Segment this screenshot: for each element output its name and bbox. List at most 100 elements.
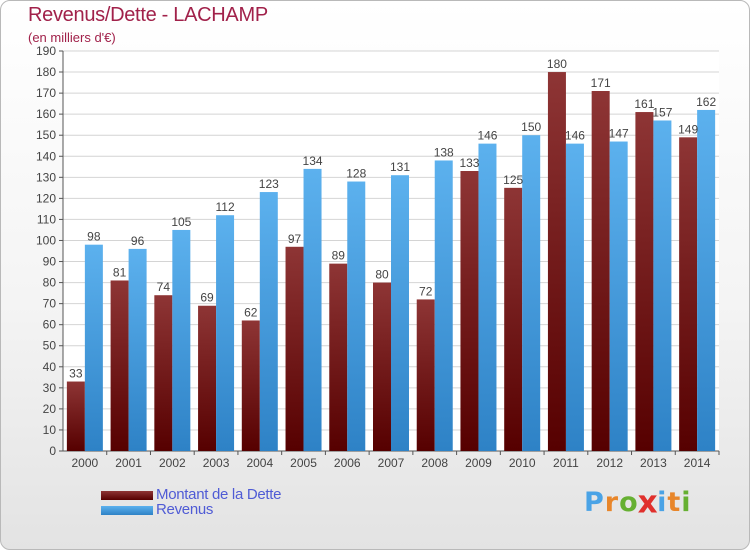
y-tick-label: 30 — [43, 381, 57, 395]
bar-dette — [198, 305, 217, 451]
bar-dette — [679, 137, 698, 451]
bar-revenus — [478, 143, 497, 451]
data-label-dette: 72 — [419, 284, 433, 298]
data-label-revenus: 157 — [652, 105, 672, 119]
logo-letter: i — [681, 487, 692, 518]
y-tick-label: 10 — [43, 423, 57, 437]
legend-label-revenus: Revenus — [156, 501, 214, 518]
bar-dette — [591, 91, 610, 451]
chart-title: Revenus/Dette - LACHAMP — [28, 4, 268, 26]
data-label-dette: 33 — [69, 367, 83, 381]
bar-revenus — [128, 248, 147, 451]
bar-dette — [547, 72, 566, 451]
data-label-dette: 62 — [244, 305, 258, 319]
data-label-revenus: 105 — [171, 215, 191, 229]
x-tick-label: 2005 — [290, 456, 317, 470]
x-tick-label: 2002 — [159, 456, 186, 470]
y-tick-label: 0 — [49, 444, 56, 458]
data-label-revenus: 146 — [477, 129, 497, 143]
logo-letter: i — [657, 487, 668, 518]
y-tick-label: 60 — [43, 318, 57, 332]
legend-swatch-dette — [101, 491, 153, 500]
bar-dette — [416, 299, 435, 451]
bar-revenus — [609, 141, 628, 452]
bar-dette — [154, 295, 173, 451]
y-tick-label: 160 — [36, 107, 56, 121]
data-label-revenus: 146 — [565, 129, 585, 143]
data-label-dette: 81 — [113, 265, 127, 279]
bar-dette — [460, 171, 479, 451]
data-label-revenus: 123 — [259, 177, 279, 191]
bar-revenus — [697, 109, 716, 452]
legend-swatch-revenus — [101, 506, 153, 515]
data-label-revenus: 150 — [521, 120, 541, 134]
y-tick-label: 130 — [36, 170, 56, 184]
data-label-dette: 74 — [157, 280, 171, 294]
y-tick-label: 20 — [43, 402, 57, 416]
bar-revenus — [522, 135, 541, 452]
x-tick-label: 2007 — [378, 456, 405, 470]
bar-dette — [635, 112, 654, 451]
y-tick-label: 80 — [43, 276, 57, 290]
x-tick-label: 2003 — [203, 456, 230, 470]
y-tick-label: 120 — [36, 191, 56, 205]
bar-revenus — [216, 215, 235, 451]
y-tick-label: 150 — [36, 128, 56, 142]
bar-dette — [285, 246, 304, 451]
bar-revenus — [347, 181, 366, 452]
y-tick-label: 50 — [43, 339, 57, 353]
chart-subtitle: (en milliers d'€) — [28, 30, 116, 45]
x-tick-label: 2001 — [115, 456, 142, 470]
bar-revenus — [565, 143, 584, 451]
bar-revenus — [84, 244, 103, 451]
bar-dette — [329, 263, 348, 451]
data-label-revenus: 128 — [346, 167, 366, 181]
data-label-dette: 69 — [200, 291, 214, 305]
x-tick-label: 2006 — [334, 456, 361, 470]
x-tick-label: 2013 — [640, 456, 667, 470]
data-label-revenus: 98 — [87, 230, 101, 244]
x-tick-label: 2011 — [553, 456, 579, 470]
proxiti-logo: Proxiti — [584, 485, 692, 521]
data-label-revenus: 134 — [303, 154, 323, 168]
legend-label-dette: Montant de la Dette — [156, 486, 282, 503]
bar-revenus — [653, 120, 672, 451]
bar-dette — [110, 280, 129, 451]
y-tick-label: 40 — [43, 360, 57, 374]
data-label-revenus: 112 — [215, 200, 234, 214]
data-label-dette: 171 — [591, 76, 611, 90]
data-label-dette: 125 — [503, 173, 523, 187]
x-tick-label: 2009 — [465, 456, 492, 470]
bar-revenus — [434, 160, 453, 451]
x-tick-label: 2012 — [596, 456, 623, 470]
x-tick-label: 2004 — [246, 456, 273, 470]
bar-revenus — [259, 192, 278, 452]
y-tick-label: 90 — [43, 255, 57, 269]
y-tick-label: 140 — [36, 149, 56, 163]
y-tick-label: 100 — [36, 233, 56, 247]
data-label-dette: 180 — [547, 57, 567, 71]
y-tick-label: 190 — [36, 44, 56, 58]
data-label-dette: 133 — [459, 156, 479, 170]
bar-revenus — [391, 175, 409, 452]
logo-letter: P — [584, 487, 605, 518]
x-tick-label: 2000 — [72, 456, 99, 470]
data-label-dette: 89 — [332, 249, 346, 263]
y-tick-label: 70 — [43, 297, 57, 311]
y-tick-label: 180 — [36, 65, 56, 79]
bar-revenus — [303, 168, 322, 452]
logo-letter: o — [619, 487, 639, 518]
data-label-dette: 149 — [678, 122, 698, 136]
data-label-revenus: 138 — [434, 145, 454, 159]
bar-dette — [373, 282, 391, 451]
bar-dette — [66, 381, 85, 451]
bar-dette — [241, 320, 260, 451]
bar-revenus — [172, 229, 191, 451]
data-label-revenus: 96 — [131, 234, 145, 248]
data-label-dette: 97 — [288, 232, 302, 246]
data-label-dette: 80 — [375, 268, 389, 282]
x-tick-label: 2014 — [684, 456, 711, 470]
data-label-revenus: 147 — [609, 127, 629, 141]
